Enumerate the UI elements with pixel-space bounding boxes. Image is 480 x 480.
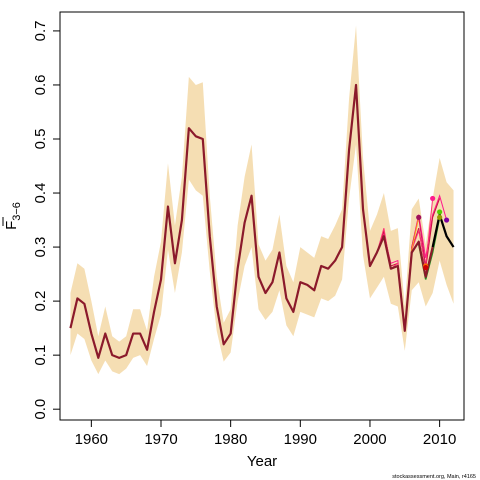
x-tick-label: 1980 — [214, 431, 247, 448]
x-tick-label: 2010 — [423, 431, 456, 448]
confidence-band-layer — [70, 25, 454, 375]
x-axis: 1960 1970 1980 1990 2000 2010 — [75, 420, 456, 448]
y-tick-label: 0.6 — [32, 75, 49, 96]
y-tick-label: 0.2 — [32, 291, 49, 312]
endpoint-marker — [423, 265, 429, 271]
endpoint-markers-layer — [416, 195, 450, 271]
y-tick-label: 0.5 — [32, 129, 49, 150]
y-tick-label: 0.0 — [32, 399, 49, 420]
main-series-layer — [69, 83, 455, 359]
y-axis-title-sub: 3−6 — [11, 202, 23, 221]
svg-text:F3−6: F3−6 — [3, 202, 23, 230]
y-tick-label: 0.4 — [32, 183, 49, 204]
endpoint-marker — [437, 209, 443, 215]
x-axis-title: Year — [247, 453, 277, 470]
y-tick-label: 0.7 — [32, 20, 49, 41]
y-tick-label: 0.1 — [32, 345, 49, 366]
x-tick-label: 1990 — [284, 431, 317, 448]
main-series-line-final — [431, 213, 455, 248]
endpoint-marker — [437, 214, 443, 220]
y-axis: 0.0 0.1 0.2 0.3 0.4 0.5 0.6 0.7 — [32, 20, 60, 420]
main-series-line — [69, 83, 434, 359]
x-tick-label: 1970 — [144, 431, 177, 448]
y-axis-title: F3−6 — [2, 202, 23, 230]
y-axis-title-main: F — [3, 221, 20, 230]
endpoint-marker — [416, 214, 422, 220]
x-tick-label: 2000 — [353, 431, 386, 448]
confidence-band — [70, 25, 454, 375]
plot-frame — [59, 11, 465, 421]
credit-text: stockassessment.org, Main, r4165 — [392, 474, 476, 480]
y-tick-label: 0.3 — [32, 237, 49, 258]
endpoint-marker — [443, 217, 450, 223]
endpoint-marker — [430, 195, 436, 202]
x-tick-label: 1960 — [75, 431, 108, 448]
